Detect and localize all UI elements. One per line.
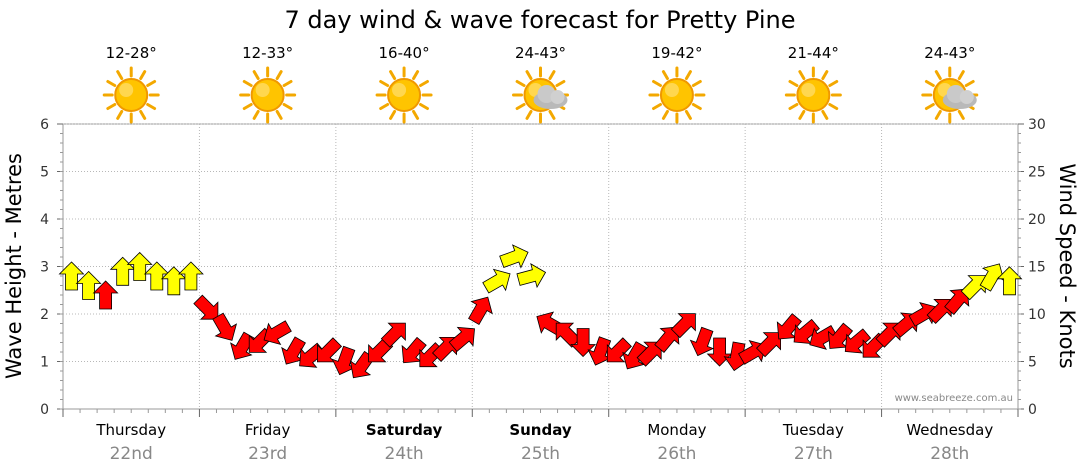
wind-arrow — [670, 313, 696, 339]
wind-arrow — [654, 326, 680, 353]
wind-arrow — [263, 320, 292, 346]
wind-arrow — [570, 328, 597, 358]
wind-arrow — [844, 328, 872, 354]
right-tick-label: 0 — [1028, 402, 1037, 418]
day-date: 24th — [385, 444, 424, 464]
sun-icon — [784, 66, 842, 124]
wind-arrow — [979, 263, 1005, 292]
right-axis-ticks: 0 5 10 15 20 25 30 — [1018, 117, 1046, 418]
wind-arrow — [193, 294, 219, 320]
wind-arrow — [996, 266, 1023, 296]
day-name: Friday — [245, 421, 291, 439]
day-name: Thursday — [95, 421, 166, 439]
wind-arrow — [177, 261, 204, 291]
wind-arrows — [58, 244, 1023, 379]
wind-arrow — [960, 275, 986, 301]
day-date: 23rd — [248, 444, 287, 464]
left-tick-label: 5 — [40, 165, 49, 181]
wind-arrow — [636, 341, 662, 367]
left-tick-label: 3 — [40, 260, 49, 276]
wind-arrow — [448, 326, 475, 352]
wind-arrow — [92, 280, 119, 310]
right-tick-label: 25 — [1028, 165, 1046, 181]
day-temp-range: 21-44° — [788, 44, 839, 62]
day-name: Wednesday — [906, 421, 993, 439]
left-tick-label: 0 — [40, 402, 49, 418]
day-name: Tuesday — [782, 421, 844, 439]
wind-arrow — [482, 268, 511, 294]
left-tick-label: 2 — [40, 307, 49, 323]
wind-arrow — [468, 296, 493, 325]
day-temp-range: 24-43° — [924, 44, 975, 62]
left-tick-label: 4 — [40, 212, 49, 228]
wind-arrow — [212, 312, 238, 341]
right-tick-label: 20 — [1028, 212, 1046, 228]
day-name: Sunday — [509, 421, 572, 439]
wind-arrow — [622, 341, 648, 370]
wind-arrow — [606, 337, 632, 363]
credit-text: www.seabreeze.com.au — [895, 393, 1013, 404]
daily-temperatures: 12-28° 12-33° 16-40° 24-43° 19-42° 21-44° 24-4… — [106, 44, 976, 62]
wind-arrow — [499, 244, 529, 269]
wind-arrow — [809, 325, 838, 350]
day-name: Saturday — [366, 421, 443, 439]
right-tick-label: 5 — [1028, 355, 1037, 371]
day-temp-range: 16-40° — [379, 44, 430, 62]
day-date: 26th — [657, 444, 696, 464]
sun-icon — [239, 66, 297, 124]
wind-arrow — [926, 299, 952, 325]
sun-icon — [648, 66, 706, 124]
day-temp-range: 19-42° — [651, 44, 702, 62]
wind-arrow — [908, 301, 937, 327]
left-tick-label: 6 — [40, 117, 49, 133]
wind-arrow — [944, 288, 970, 315]
left-axis-title: Wave Height - Metres — [2, 153, 26, 379]
right-axis-title: Wind Speed - Knots — [1055, 163, 1079, 368]
right-tick-label: 10 — [1028, 307, 1046, 323]
day-name: Monday — [647, 421, 706, 439]
chart-title: 7 day wind & wave forecast for Pretty Pi… — [284, 6, 795, 34]
day-date: 28th — [930, 444, 969, 464]
partly-cloudy-icon — [512, 66, 569, 124]
left-axis-ticks: 0 1 2 3 4 5 6 — [40, 117, 1019, 418]
day-date: 27th — [794, 444, 833, 464]
day-temp-range: 24-43° — [515, 44, 566, 62]
day-date: 25th — [521, 444, 560, 464]
weather-icons — [102, 66, 979, 124]
right-tick-label: 15 — [1028, 260, 1046, 276]
day-temp-range: 12-33° — [242, 44, 293, 62]
partly-cloudy-icon — [921, 66, 979, 124]
right-tick-label: 30 — [1028, 117, 1046, 133]
left-tick-label: 1 — [40, 355, 49, 371]
wind-arrow — [516, 263, 547, 289]
sun-icon — [102, 66, 160, 124]
day-labels: Thursday 22nd Friday 23rd Saturday 24th Sunday… — [95, 421, 993, 464]
wind-arrow — [689, 326, 715, 357]
wind-arrow — [380, 322, 406, 348]
wind-arrow — [555, 322, 581, 348]
wind-arrow — [755, 332, 781, 358]
day-temp-range: 12-28° — [106, 44, 157, 62]
sun-icon — [375, 66, 433, 124]
day-date: 22nd — [110, 444, 153, 464]
